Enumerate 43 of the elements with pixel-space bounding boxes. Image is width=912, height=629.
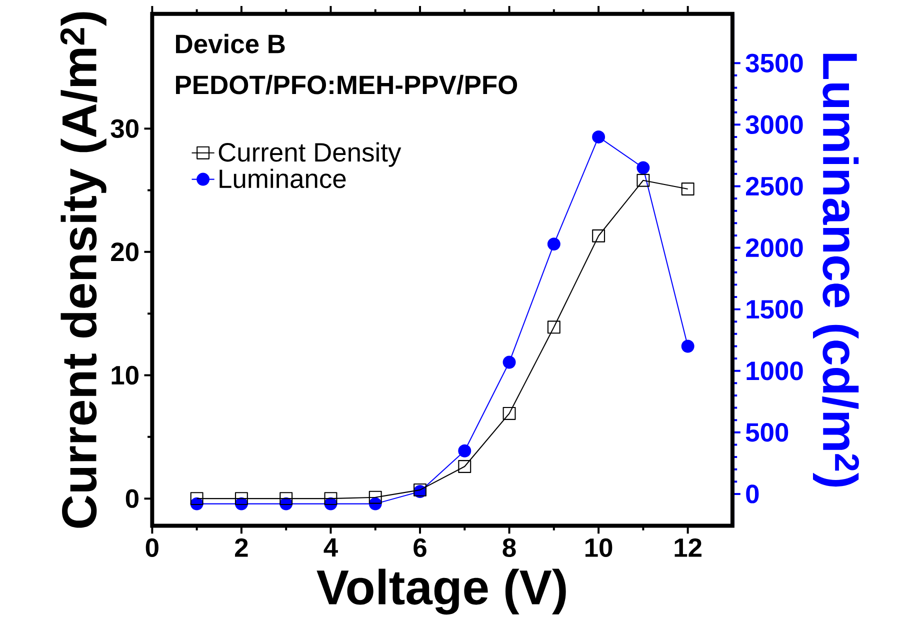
y2-tick-label: 2000: [746, 238, 803, 258]
x-axis-title: Voltage (V): [316, 568, 566, 615]
y-tick-label: 20: [111, 242, 138, 262]
y2-axis-title: Luminance (cd/m$^{2}$): [812, 54, 860, 487]
point: [280, 492, 293, 506]
point: [234, 492, 248, 506]
point: [681, 182, 694, 196]
point: [592, 229, 606, 242]
point: [190, 492, 204, 506]
text: PEDOT/PFO:MEH-PPV/PFO: [176, 74, 518, 95]
y-tick-label: 30: [110, 119, 138, 138]
y2-tick-label: 1000: [746, 362, 803, 380]
legend-label: Current Density: [218, 142, 402, 167]
x-tick-label: 2: [235, 538, 248, 557]
point: [547, 238, 560, 251]
y2-tick-label: 500: [746, 423, 788, 442]
point: [592, 130, 606, 144]
y2-tick-label: 1500: [746, 300, 803, 319]
point: [636, 161, 650, 174]
text: Device B: [176, 34, 285, 54]
x-tick-label: 12: [674, 538, 702, 557]
x-tick-label: 10: [586, 538, 612, 558]
legend-label: Luminance: [220, 168, 346, 188]
point: [368, 490, 382, 504]
x-tick-label: 0: [146, 538, 158, 558]
y-tick-label: 10: [112, 366, 138, 385]
point: [636, 174, 650, 187]
point: [458, 444, 472, 458]
y2-tick-label: 3000: [746, 115, 803, 134]
point: [681, 340, 694, 353]
point: [502, 356, 516, 369]
point: [502, 407, 516, 420]
y2-tick-label: 0: [746, 484, 759, 504]
y-axis-title: Current density (A/m$^{2}$): [60, 12, 106, 528]
y2-tick-label: 2500: [746, 176, 803, 196]
y-tick-label: 0: [126, 489, 138, 508]
point: [324, 492, 338, 506]
x-tick-label: 6: [414, 538, 426, 558]
point: [547, 320, 560, 334]
point: [458, 460, 472, 474]
y2-tick-label: 3500: [746, 54, 803, 73]
x-tick-label: 4: [324, 538, 338, 557]
x-tick-label: 8: [502, 538, 516, 558]
